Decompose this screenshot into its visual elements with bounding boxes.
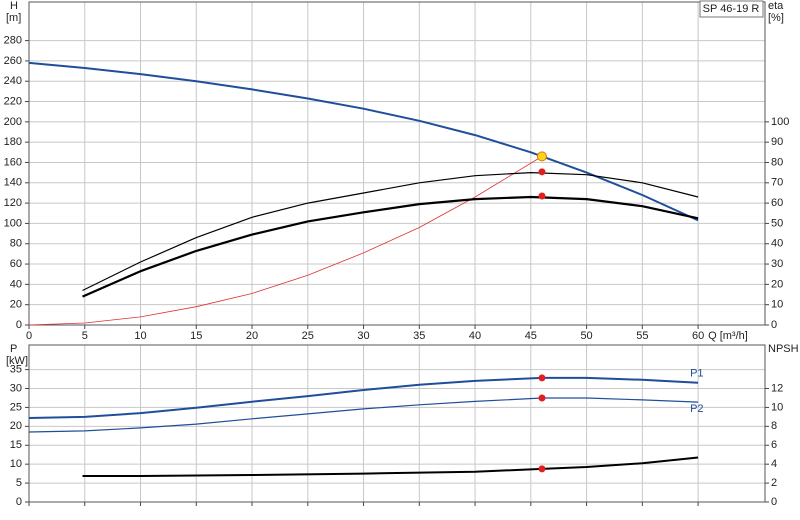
y2-tick-label: 4 <box>771 458 777 470</box>
y-tick-label: 240 <box>4 75 22 87</box>
x-tick-label: 25 <box>302 330 314 342</box>
y2-tick-label: 8 <box>771 420 777 432</box>
series-label: P2 <box>690 403 703 415</box>
y-tick-label: 20 <box>10 420 22 432</box>
y-tick-label: 80 <box>10 238 22 250</box>
x-tick-label: 50 <box>580 330 592 342</box>
y2-tick-label: 70 <box>771 177 783 189</box>
operating-point <box>538 465 546 473</box>
y-tick-label: 100 <box>4 217 22 229</box>
y2-tick-label: 0 <box>771 319 777 331</box>
y2-tick-label: 60 <box>771 197 783 209</box>
y2-tick-label: 20 <box>771 278 783 290</box>
y-tick-label: 40 <box>10 278 22 290</box>
operating-point <box>538 168 546 176</box>
x-tick-label: 15 <box>190 330 202 342</box>
operating-point <box>538 374 546 382</box>
curve <box>28 376 699 419</box>
y-tick-label: 15 <box>10 439 22 451</box>
y-tick-label: 160 <box>4 156 22 168</box>
y-axis-label: P <box>10 343 17 355</box>
x-axis-label: Q [m³/h] <box>708 330 748 342</box>
curve <box>82 172 699 292</box>
y-tick-label: 10 <box>10 458 22 470</box>
y2-tick-label: 40 <box>771 238 783 250</box>
operating-point <box>538 394 546 402</box>
curve <box>28 397 699 433</box>
plot-area <box>29 2 765 325</box>
x-tick-label: 45 <box>525 330 537 342</box>
chart-title: SP 46-19 R <box>703 3 760 15</box>
x-tick-label: 20 <box>246 330 258 342</box>
y2-tick-label: 80 <box>771 156 783 168</box>
x-tick-label: 55 <box>636 330 648 342</box>
curve <box>82 456 699 477</box>
x-tick-label: 35 <box>413 330 425 342</box>
series-label: P1 <box>690 368 703 380</box>
y-tick-label: 25 <box>10 401 22 413</box>
x-tick-label: 5 <box>82 330 88 342</box>
y-tick-label: 60 <box>10 258 22 270</box>
y2-axis-label: NPSH <box>768 343 799 355</box>
x-tick-label: 30 <box>357 330 369 342</box>
y-tick-label: 180 <box>4 136 22 148</box>
y-tick-label: 140 <box>4 177 22 189</box>
y-tick-label: 120 <box>4 197 22 209</box>
y2-tick-label: 2 <box>771 477 777 489</box>
y-axis-unit: [kW] <box>6 355 28 367</box>
y-tick-label: 35 <box>10 363 22 375</box>
y-tick-label: 220 <box>4 95 22 107</box>
y2-tick-label: 6 <box>771 439 777 451</box>
y-tick-label: 30 <box>10 382 22 394</box>
x-tick-label: 60 <box>692 330 704 342</box>
x-tick-label: 40 <box>469 330 481 342</box>
y-axis-label: H <box>10 0 18 12</box>
y2-tick-label: 0 <box>771 496 777 508</box>
y-tick-label: 200 <box>4 116 22 128</box>
y2-tick-label: 10 <box>771 401 783 413</box>
y2-tick-label: 10 <box>771 299 783 311</box>
operating-point <box>536 151 547 162</box>
plot-frame <box>28 344 766 503</box>
plot-frame <box>28 1 766 326</box>
y2-axis-unit: [%] <box>768 12 784 24</box>
x-tick-label: 10 <box>134 330 146 342</box>
y-tick-label: 260 <box>4 55 22 67</box>
title-box <box>699 0 764 18</box>
curve <box>28 61 699 222</box>
y2-axis-label: eta <box>768 0 784 12</box>
curve <box>28 156 543 326</box>
operating-point <box>538 192 546 200</box>
y2-tick-label: 50 <box>771 217 783 229</box>
y-tick-label: 5 <box>16 477 22 489</box>
y-tick-label: 0 <box>16 496 22 508</box>
y2-tick-label: 90 <box>771 136 783 148</box>
y2-tick-label: 100 <box>771 116 789 128</box>
y-tick-label: 280 <box>4 35 22 47</box>
y2-tick-label: 12 <box>771 382 783 394</box>
y-tick-label: 20 <box>10 299 22 311</box>
y-axis-unit: [m] <box>6 12 21 24</box>
y2-tick-label: 30 <box>771 258 783 270</box>
x-tick-label: 0 <box>26 330 32 342</box>
curve <box>82 195 699 298</box>
y-tick-label: 0 <box>16 319 22 331</box>
plot-area <box>29 345 765 502</box>
